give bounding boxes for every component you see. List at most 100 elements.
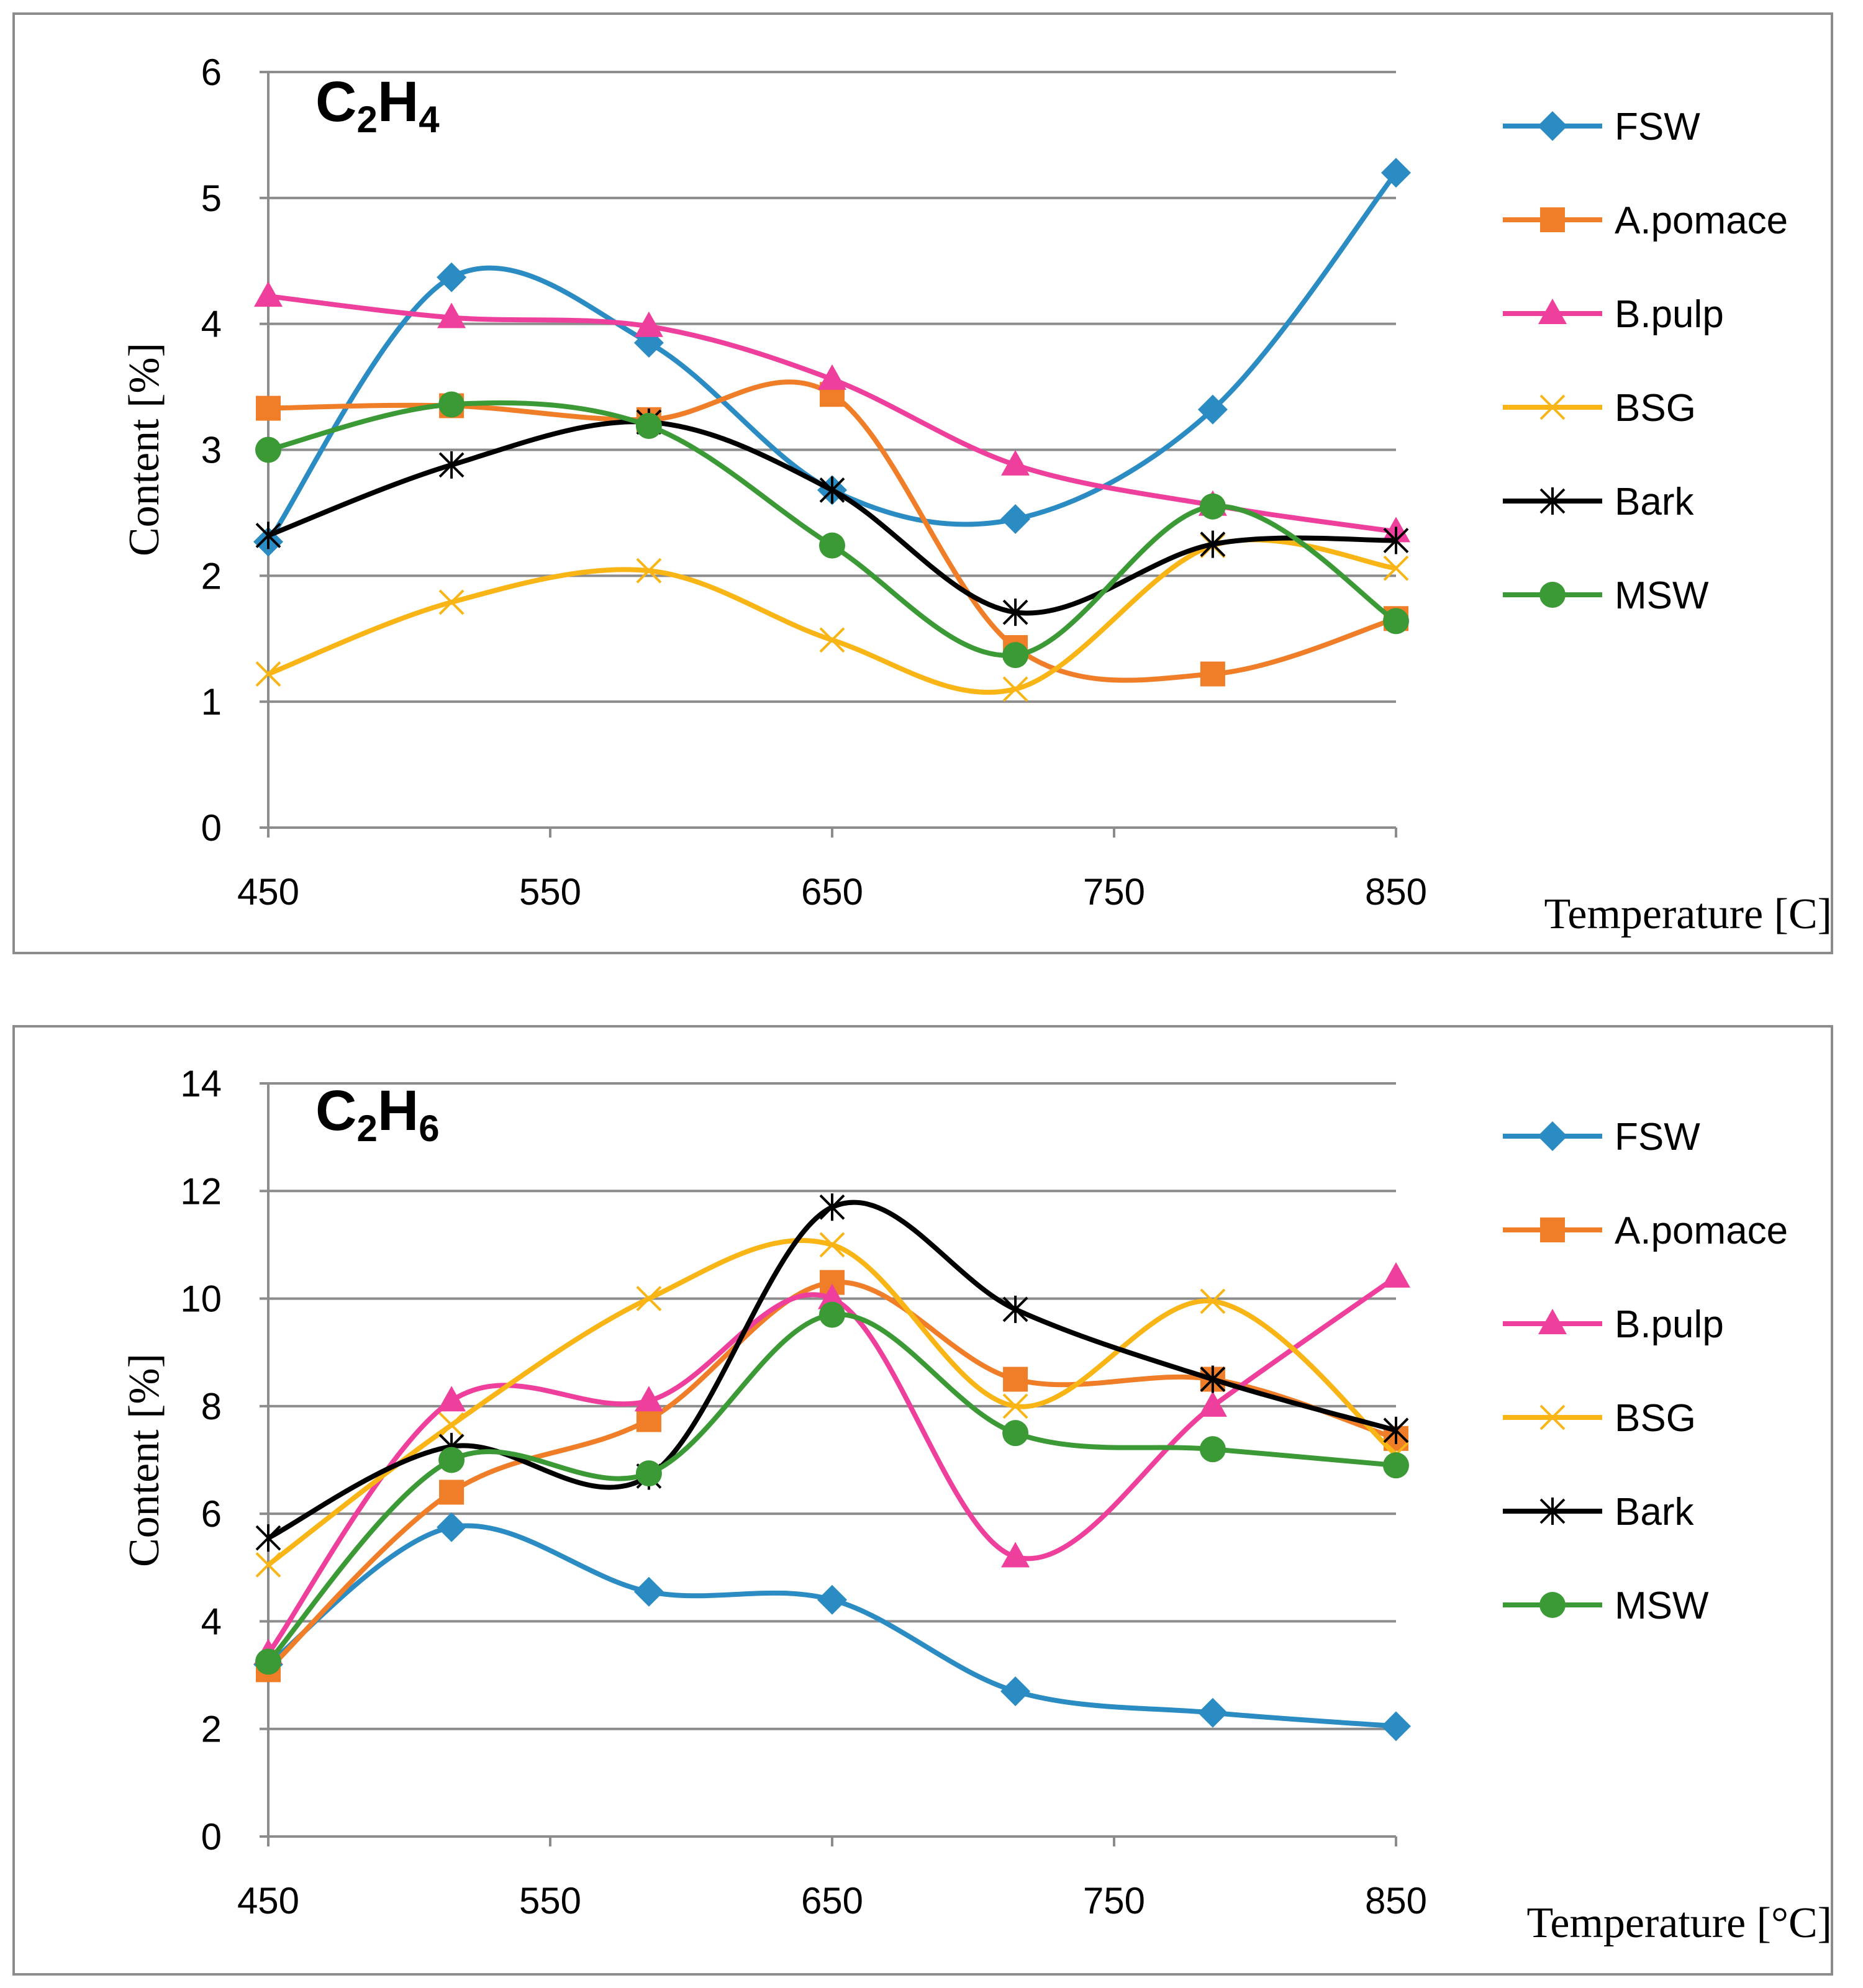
y-tick-label: 2 xyxy=(201,555,222,597)
data-point xyxy=(255,1648,281,1675)
legend-label: B.pulp xyxy=(1615,293,1724,336)
data-point xyxy=(1002,599,1028,626)
data-point xyxy=(1002,1393,1028,1419)
legend-label: FSW xyxy=(1615,1116,1700,1159)
legend-entry-FSW: FSW xyxy=(1503,1116,1700,1159)
y-tick-label: 8 xyxy=(201,1386,222,1427)
data-point xyxy=(818,1283,846,1309)
y-tick-label: 1 xyxy=(201,681,222,723)
x-tick-label: 850 xyxy=(1365,871,1427,913)
x-tick-label: 650 xyxy=(801,1880,863,1922)
legend-label: Bark xyxy=(1615,1491,1694,1534)
chart-panel-2: 0 2 4 6 8 10 12 14 450 550 650 750 850 C2H6 Content [%… xyxy=(12,1025,1833,1976)
data-point xyxy=(437,1512,467,1542)
data-point xyxy=(1383,555,1409,581)
legend-label: MSW xyxy=(1615,1584,1709,1627)
legend-marker xyxy=(1538,1121,1567,1151)
data-point xyxy=(1200,661,1225,687)
x-axis-label: Temperature [C] xyxy=(1544,890,1832,938)
data-point xyxy=(1000,504,1031,535)
legend-marker xyxy=(1539,1404,1566,1430)
data-point xyxy=(819,1232,845,1258)
x-tick-label: 550 xyxy=(519,1880,581,1922)
data-point xyxy=(1200,530,1226,558)
legend-entry-FSW: FSW xyxy=(1503,106,1700,148)
data-point xyxy=(1003,1367,1028,1392)
legend-marker xyxy=(1539,1498,1566,1525)
data-point xyxy=(1001,1542,1030,1568)
legend-entry-Bark: Bark xyxy=(1503,481,1694,523)
legend-marker xyxy=(1540,207,1565,232)
y-tick-label: 3 xyxy=(201,430,222,471)
data-point xyxy=(819,1301,845,1328)
data-point xyxy=(1200,1365,1226,1393)
data-point xyxy=(1001,450,1030,476)
legend-label: B.pulp xyxy=(1615,1303,1724,1346)
data-point xyxy=(1199,493,1226,520)
legend-marker xyxy=(1539,582,1566,608)
data-point xyxy=(633,1576,664,1607)
legend-label: FSW xyxy=(1615,106,1700,148)
data-point xyxy=(1383,526,1409,554)
data-point xyxy=(437,1386,466,1412)
legend-marker xyxy=(1539,394,1566,420)
y-tick-label: 0 xyxy=(201,1816,222,1858)
y-tick-label: 14 xyxy=(180,1063,222,1105)
data-point xyxy=(1000,1676,1031,1707)
x-tick-label: 450 xyxy=(237,871,299,913)
y-tick-label: 6 xyxy=(201,1493,222,1535)
legend-entry-B.pulp: B.pulp xyxy=(1503,1303,1724,1346)
x-tick-label: 750 xyxy=(1083,1880,1145,1922)
data-point xyxy=(819,476,845,504)
legend-entry-Bark: Bark xyxy=(1503,1491,1694,1534)
data-point xyxy=(438,391,465,418)
data-point xyxy=(1383,1416,1409,1444)
data-point xyxy=(1197,394,1228,425)
data-point xyxy=(819,627,845,653)
chart-title: C2H4 xyxy=(315,70,440,140)
data-point xyxy=(635,412,662,439)
legend-entry-A.pomace: A.pomace xyxy=(1503,1209,1788,1252)
legend-entry-BSG: BSG xyxy=(1503,387,1696,430)
chart-frame xyxy=(12,1025,1833,1976)
data-point xyxy=(1381,1711,1411,1742)
legend-label: A.pomace xyxy=(1615,199,1788,242)
data-point xyxy=(1002,1295,1028,1323)
legend-marker xyxy=(1540,1218,1565,1242)
data-point xyxy=(634,311,663,337)
x-tick-label: 650 xyxy=(801,871,863,913)
data-point xyxy=(255,1552,281,1578)
x-tick-label: 550 xyxy=(519,871,581,913)
data-point xyxy=(635,1460,662,1487)
data-point xyxy=(818,364,846,390)
data-point xyxy=(1002,642,1029,669)
legend-label: BSG xyxy=(1615,387,1696,430)
data-point xyxy=(254,281,283,307)
legend-entry-A.pomace: A.pomace xyxy=(1503,199,1788,242)
chart-frame xyxy=(12,12,1833,954)
chart-title: C2H6 xyxy=(315,1079,440,1149)
data-point xyxy=(255,436,281,463)
legend-marker xyxy=(1538,299,1567,324)
x-tick-label: 850 xyxy=(1365,1880,1427,1922)
series-MSW xyxy=(255,1301,1409,1675)
y-axis-label: Content [%] xyxy=(120,343,168,556)
legend-entry-B.pulp: B.pulp xyxy=(1503,293,1724,336)
data-point xyxy=(255,661,281,687)
legend-label: A.pomace xyxy=(1615,1209,1788,1252)
data-point xyxy=(1002,1420,1029,1447)
y-tick-label: 4 xyxy=(201,304,222,345)
data-point xyxy=(636,1286,662,1311)
data-point xyxy=(255,522,281,549)
data-point xyxy=(438,589,465,615)
data-point xyxy=(255,1524,281,1552)
data-point xyxy=(819,532,845,559)
legend-label: BSG xyxy=(1615,1397,1696,1440)
data-point xyxy=(634,1386,663,1412)
x-axis-label: Temperature [°C] xyxy=(1527,1899,1832,1947)
data-point xyxy=(819,1193,845,1221)
x-tick-label: 750 xyxy=(1083,871,1145,913)
data-point xyxy=(1198,1391,1227,1417)
data-point xyxy=(1382,1262,1410,1288)
y-tick-label: 0 xyxy=(201,807,222,849)
